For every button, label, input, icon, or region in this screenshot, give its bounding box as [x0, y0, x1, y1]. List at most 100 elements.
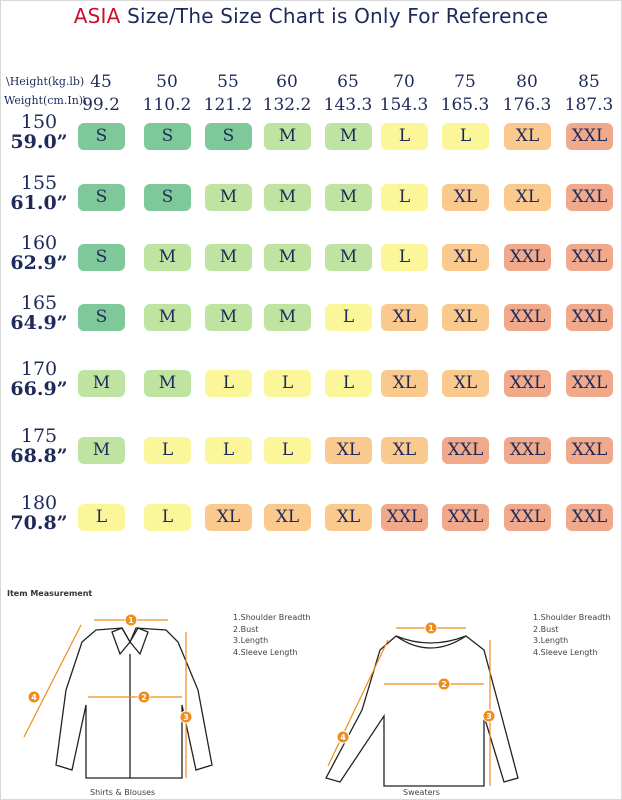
height-in: 61.0” — [10, 192, 68, 214]
shirt-caption: Shirts & Blouses — [90, 788, 156, 797]
size-cell: XL — [381, 370, 428, 397]
weight-kg-header: 85 — [578, 72, 600, 92]
legend-item-sleeve: 4.Sleeve Length — [533, 647, 598, 657]
size-cell: M — [78, 370, 125, 397]
legend-item-bust: 2.Bust — [233, 624, 259, 634]
size-cell: L — [144, 437, 191, 464]
size-cell: M — [144, 244, 191, 271]
size-cell: XXL — [566, 244, 613, 271]
size-cell: XXL — [504, 437, 551, 464]
page-title: ASIA Size/The Size Chart is Only For Ref… — [0, 4, 622, 28]
weight-kg-header: 80 — [516, 72, 538, 92]
weight-lb-header: 132.2 — [262, 95, 312, 115]
size-cell: L — [381, 244, 428, 271]
height-row-label: 150 59.0” — [6, 112, 72, 152]
size-cell: L — [381, 123, 428, 150]
size-cell: XL — [442, 370, 489, 397]
height-in: 64.9” — [10, 312, 68, 334]
weight-kg-header: 75 — [454, 72, 476, 92]
marker-4-icon — [336, 730, 350, 744]
size-cell: XXL — [566, 123, 613, 150]
marker-1-label: 1 — [428, 624, 434, 633]
weight-lb-header: 154.3 — [379, 95, 429, 115]
marker-4-label: 4 — [31, 693, 37, 702]
height-in: 70.8” — [10, 512, 68, 534]
height-cm: 175 — [20, 425, 58, 447]
weight-kg-header: 60 — [276, 72, 298, 92]
marker-2-label: 2 — [441, 680, 447, 689]
legend-item-shoulder: 1.Shoulder Breadth — [233, 613, 311, 622]
sweater-neckline — [395, 635, 467, 649]
size-cell: M — [264, 123, 311, 150]
height-cm: 180 — [20, 492, 58, 514]
marker-4-label: 4 — [340, 733, 346, 742]
size-cell: XXL — [566, 304, 613, 331]
legend-item-length: 3.Length — [533, 636, 569, 645]
size-cell: M — [144, 370, 191, 397]
title-highlight: ASIA — [73, 4, 121, 28]
height-cm: 150 — [20, 111, 58, 133]
height-row-label: 165 64.9” — [6, 293, 72, 333]
size-cell: S — [205, 123, 252, 150]
size-cell: XXL — [566, 504, 613, 531]
size-cell: L — [264, 437, 311, 464]
size-cell: XXL — [442, 437, 489, 464]
size-cell: L — [325, 370, 372, 397]
weight-kg-header: 65 — [337, 72, 359, 92]
marker-4-icon — [27, 690, 41, 704]
height-cm: 170 — [20, 358, 58, 380]
size-cell: XL — [325, 437, 372, 464]
title-text: Size/The Size Chart is Only For Referenc… — [120, 4, 549, 28]
size-cell: L — [325, 304, 372, 331]
size-cell: S — [78, 244, 125, 271]
weight-lb-header: 110.2 — [142, 95, 192, 115]
height-in: 68.8” — [10, 445, 68, 467]
size-cell: XL — [381, 304, 428, 331]
size-cell: XL — [442, 304, 489, 331]
weight-lb-header: 165.3 — [440, 95, 490, 115]
weight-kg-header: 70 — [393, 72, 415, 92]
sweater-diagram: 1 2 3 4 — [325, 621, 519, 787]
size-cell: M — [325, 184, 372, 211]
size-cell: L — [205, 437, 252, 464]
sweater-outline — [325, 635, 519, 787]
height-cm: 165 — [20, 292, 58, 314]
measurement-section-title: Item Measurement — [7, 589, 93, 598]
height-cm: 155 — [20, 172, 58, 194]
size-cell: XXL — [504, 370, 551, 397]
shirt-measurement-legend: 1.Shoulder Breadth 2.Bust 3.Length 4.Sle… — [233, 612, 311, 658]
weight-lb-header: 143.3 — [323, 95, 373, 115]
size-cell: L — [205, 370, 252, 397]
size-cell: XL — [442, 184, 489, 211]
marker-1-label: 1 — [128, 616, 134, 625]
size-cell: S — [78, 123, 125, 150]
size-cell: XXL — [504, 304, 551, 331]
shirt-collar — [111, 627, 149, 656]
height-in: 62.9” — [10, 252, 68, 274]
size-cell: XL — [205, 504, 252, 531]
weight-lb-header: 187.3 — [564, 95, 614, 115]
shirt-diagram: 1 2 3 4 — [23, 613, 213, 779]
size-cell: XXL — [566, 437, 613, 464]
size-cell: M — [205, 244, 252, 271]
weight-kg-header: 55 — [217, 72, 239, 92]
size-cell: L — [78, 504, 125, 531]
size-cell: M — [264, 304, 311, 331]
weight-lb-header: 99.2 — [82, 95, 120, 115]
size-cell: M — [205, 184, 252, 211]
marker-2-label: 2 — [141, 693, 147, 702]
shirt-outline — [55, 627, 213, 779]
size-cell: S — [78, 304, 125, 331]
sweater-caption: Sweaters — [403, 788, 440, 797]
size-cell: L — [442, 123, 489, 150]
size-cell: XL — [264, 504, 311, 531]
size-cell: M — [78, 437, 125, 464]
size-cell: XXL — [566, 184, 613, 211]
weight-kg-header: 50 — [156, 72, 178, 92]
height-row-label: 160 62.9” — [6, 233, 72, 273]
marker-3-icon — [179, 710, 193, 724]
size-cell: XXL — [381, 504, 428, 531]
legend-item-shoulder: 1.Shoulder Breadth — [533, 613, 611, 622]
size-cell: M — [325, 123, 372, 150]
size-cell: XL — [325, 504, 372, 531]
